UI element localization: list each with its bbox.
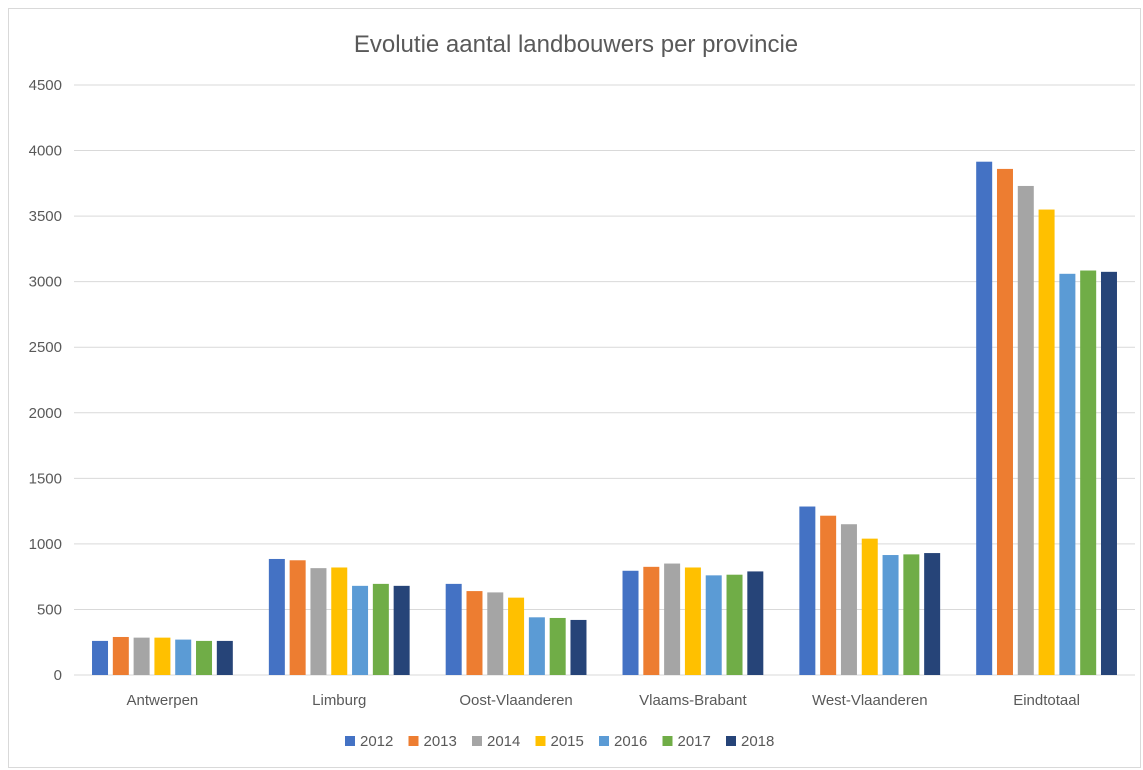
legend: 2012 2013 2014 2015 2016 2017 2018: [345, 733, 774, 750]
legend-swatch-2015: [535, 736, 546, 746]
y-tick-label: 4500: [29, 77, 62, 94]
bar-2018-oost-vlaanderen: [570, 619, 587, 675]
x-tick-label: Antwerpen: [127, 692, 199, 709]
bar-2013-limburg: [289, 560, 306, 675]
x-tick-label: Limburg: [312, 692, 366, 709]
legend-label: 2016: [614, 733, 647, 750]
bar-2013-west-vlaanderen: [820, 515, 837, 675]
bar-2016-limburg: [352, 585, 369, 675]
y-tick-label: 4000: [29, 143, 62, 160]
y-tick-label: 500: [37, 601, 62, 618]
x-tick-label: West-Vlaanderen: [812, 692, 928, 709]
bar-2012-oost-vlaanderen: [445, 583, 462, 675]
bar-2013-oost-vlaanderen: [466, 591, 483, 675]
x-tick-label: Eindtotaal: [1013, 692, 1080, 709]
bar-2018-antwerpen: [216, 640, 233, 675]
bar-2014-vlaams-brabant: [664, 563, 681, 675]
bar-2017-vlaams-brabant: [726, 574, 743, 675]
bar-2015-oost-vlaanderen: [508, 597, 525, 675]
x-tick-label: Oost-Vlaanderen: [459, 692, 572, 709]
legend-label: 2017: [678, 733, 711, 750]
legend-label: 2018: [741, 733, 774, 750]
y-tick-label: 3000: [29, 274, 62, 291]
bars: [92, 161, 1117, 676]
bar-2013-eindtotaal: [996, 168, 1013, 675]
bar-2015-limburg: [331, 567, 348, 675]
bar-2013-vlaams-brabant: [643, 566, 660, 675]
legend-swatch-2014: [472, 736, 482, 746]
y-tick-label: 2000: [29, 405, 62, 422]
legend-swatch-2016: [599, 736, 609, 746]
bar-2016-antwerpen: [175, 639, 192, 675]
legend-swatch-2017: [662, 736, 673, 746]
bar-2017-limburg: [372, 583, 389, 675]
legend-label: 2013: [424, 733, 457, 750]
bar-2018-eindtotaal: [1100, 271, 1117, 675]
bar-2015-eindtotaal: [1038, 209, 1055, 676]
x-tick-label: Vlaams-Brabant: [639, 692, 747, 709]
bar-2012-eindtotaal: [976, 161, 993, 675]
legend-swatch-2013: [408, 736, 419, 746]
gridlines: [74, 84, 1135, 676]
bar-2018-limburg: [393, 585, 410, 675]
bar-2015-antwerpen: [154, 637, 171, 675]
bar-2015-west-vlaanderen: [861, 538, 878, 675]
bar-2012-antwerpen: [92, 640, 109, 675]
y-tick-label: 1000: [29, 536, 62, 553]
y-axis-ticks: 0 500 1000 1500 2000 2500 3000 3500 4000 4500: [29, 77, 62, 684]
x-axis-labels: Antwerpen Limburg Oost-Vlaanderen Vlaams-Br…: [127, 692, 1080, 709]
legend-label: 2014: [487, 733, 520, 750]
bar-2012-vlaams-brabant: [622, 570, 639, 675]
legend-label: 2012: [360, 733, 393, 750]
chart-title: Evolutie aantal landbouwers per provinci…: [354, 31, 798, 58]
y-tick-label: 2500: [29, 339, 62, 356]
bar-2013-antwerpen: [112, 636, 129, 675]
legend-swatch-2018: [726, 736, 736, 746]
bar-2017-eindtotaal: [1080, 270, 1097, 675]
bar-2014-west-vlaanderen: [840, 524, 857, 675]
bar-2017-oost-vlaanderen: [549, 617, 566, 675]
bar-2014-limburg: [310, 568, 327, 675]
bar-2012-limburg: [268, 558, 285, 675]
bar-2016-eindtotaal: [1059, 273, 1076, 675]
bar-2014-oost-vlaanderen: [487, 592, 504, 675]
bar-2017-antwerpen: [196, 640, 213, 675]
bar-2016-oost-vlaanderen: [528, 617, 545, 675]
bar-2015-vlaams-brabant: [684, 567, 701, 675]
y-tick-label: 1500: [29, 470, 62, 487]
bar-2017-west-vlaanderen: [903, 554, 920, 675]
bar-2014-antwerpen: [133, 637, 150, 675]
y-tick-label: 0: [54, 667, 62, 684]
bar-2012-west-vlaanderen: [799, 506, 816, 675]
bar-2018-vlaams-brabant: [747, 571, 764, 675]
legend-label: 2015: [551, 733, 584, 750]
bar-2018-west-vlaanderen: [924, 553, 941, 675]
legend-swatch-2012: [345, 736, 355, 746]
bar-2016-west-vlaanderen: [882, 555, 899, 675]
bar-2016-vlaams-brabant: [705, 575, 722, 675]
y-tick-label: 3500: [29, 208, 62, 225]
bar-2014-eindtotaal: [1017, 185, 1034, 675]
